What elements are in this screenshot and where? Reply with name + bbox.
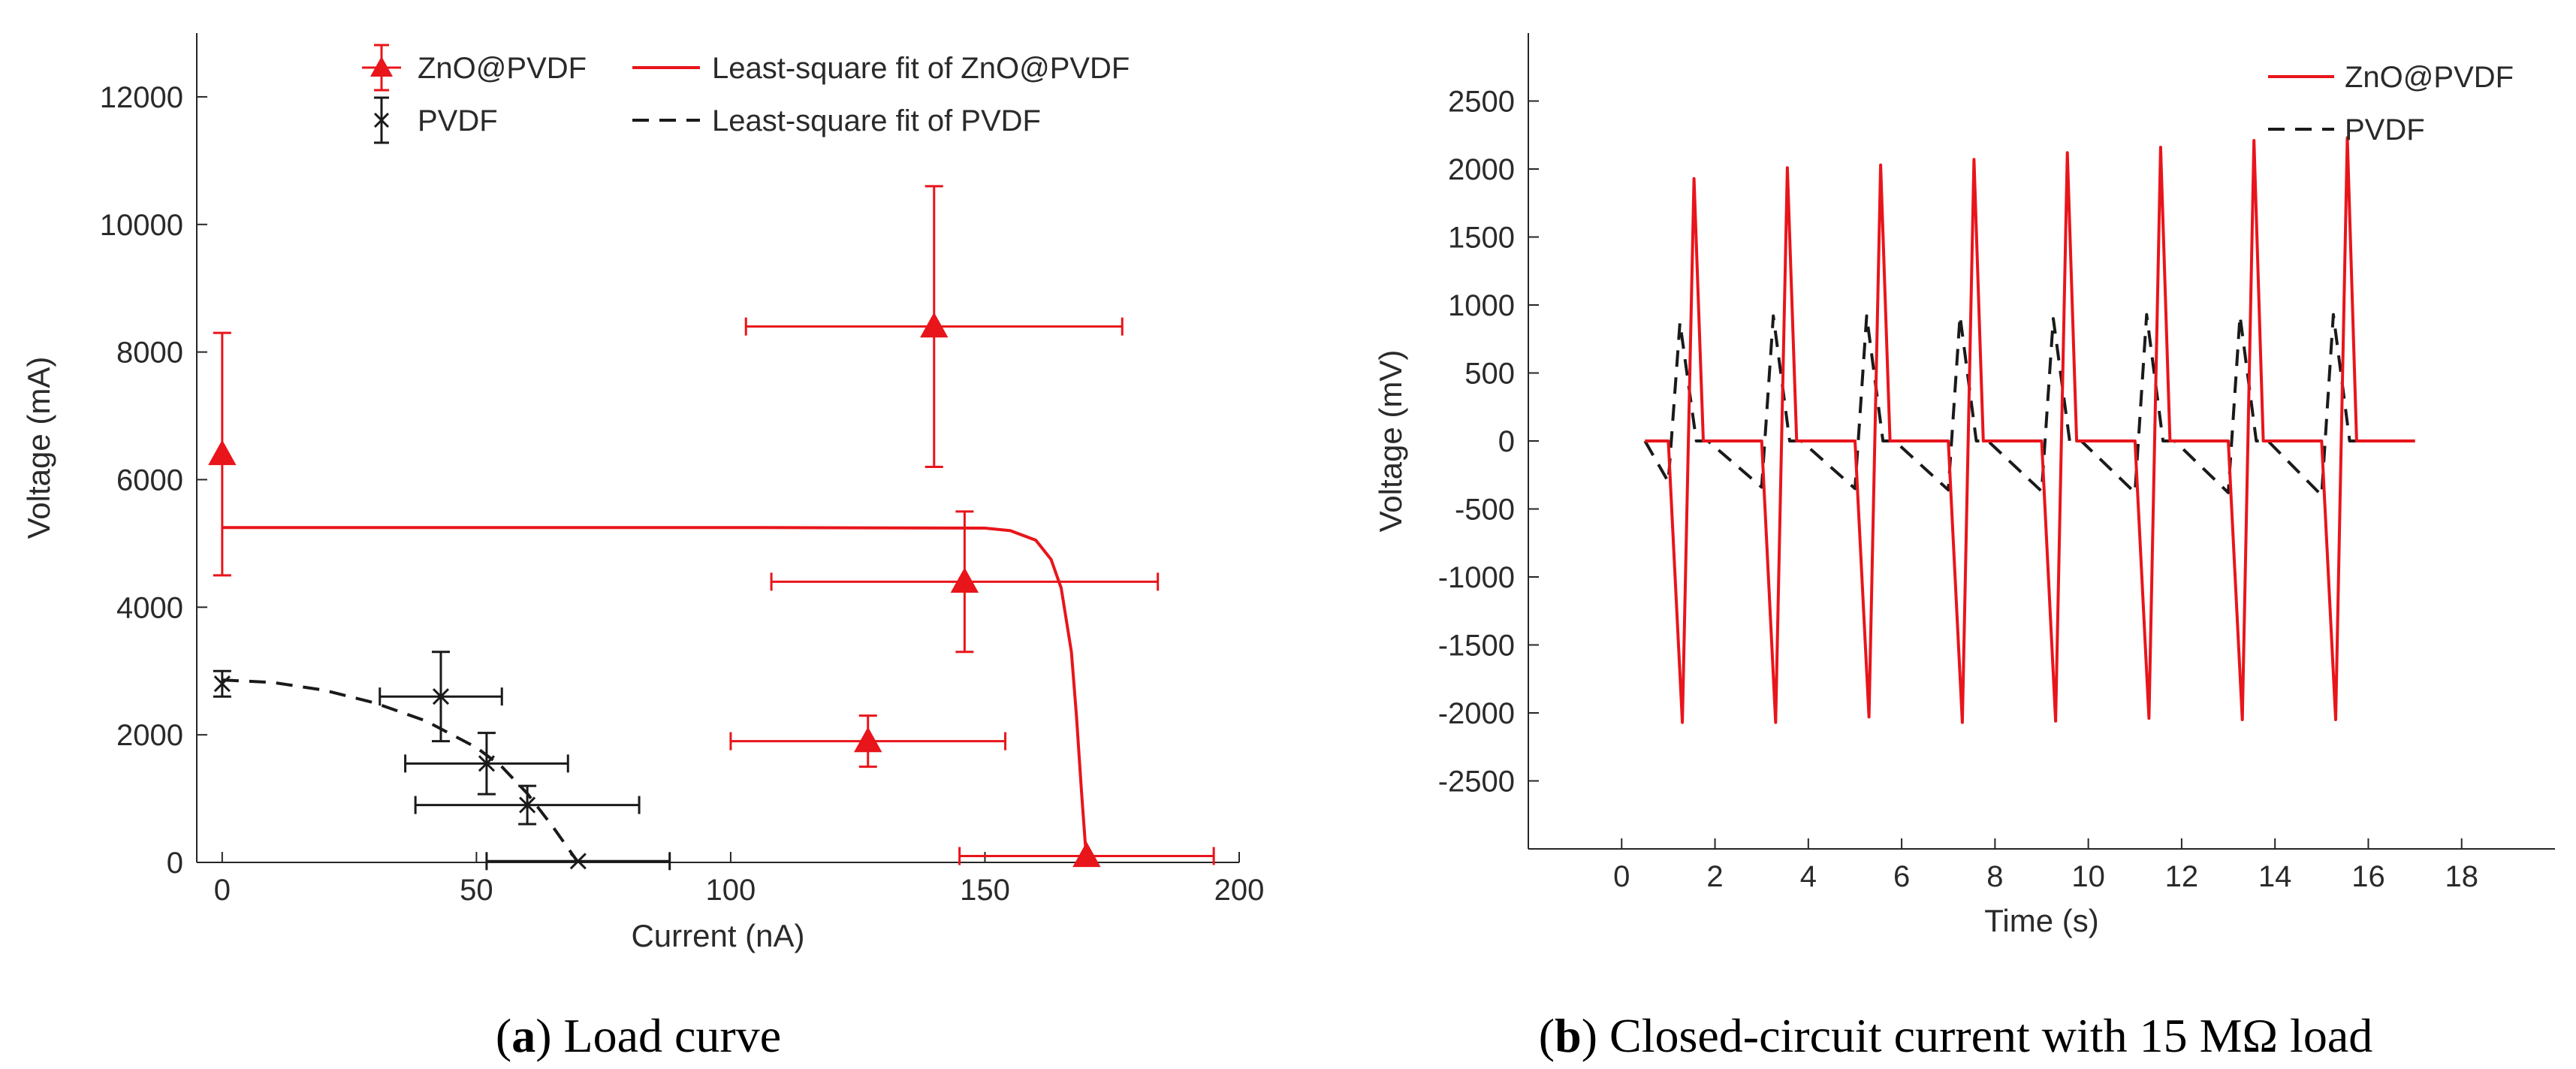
y-tick-label: 1500 <box>1448 222 1515 255</box>
y-tick-label: 1000 <box>1448 289 1515 322</box>
x-tick-label: 0 <box>214 874 231 907</box>
load-curve-legend: ZnO@PVDF PVDF Least-square fit of ZnO@PV… <box>362 44 1130 144</box>
data-point-pvdf <box>569 853 587 870</box>
y-tick-label: 8000 <box>116 337 183 370</box>
marker-stroke <box>213 675 231 693</box>
legend-fit-zno-pvdf: Least-square fit of ZnO@PVDF <box>712 52 1130 85</box>
closed-circuit-caption: (b) Closed-circuit current with 15 MΩ lo… <box>1539 1009 2372 1062</box>
data-point-zno-pvdf <box>950 567 979 593</box>
y-tick-label: 6000 <box>116 464 183 497</box>
data-point-zno-pvdf <box>1072 841 1101 868</box>
fit-line-pvdf <box>222 678 580 864</box>
load-curve-axes-box <box>197 33 1239 862</box>
data-point-pvdf <box>213 675 231 693</box>
y-tick-label: 2000 <box>1448 153 1515 186</box>
data-point-pvdf <box>432 688 450 705</box>
legend-pvdf-b: PVDF <box>2345 113 2425 146</box>
x-tick-label: 150 <box>960 874 1010 907</box>
data-point-zno-pvdf <box>854 726 882 753</box>
load-curve-caption: (a) Load curve <box>496 1009 781 1062</box>
fit-line-zno-pvdf <box>222 526 1088 863</box>
y-tick-label: 500 <box>1464 358 1515 391</box>
y-tick-label: 12000 <box>100 81 183 114</box>
closed-circuit-panel: 0 2 4 6 8 10 12 14 16 18 -2500 -2000 -1500 -1000 -500 0… <box>1373 33 2555 1062</box>
legend-pvdf: PVDF <box>418 104 498 137</box>
x-tick-label: 14 <box>2258 860 2292 893</box>
marker-stroke <box>432 688 450 705</box>
x-tick-label: 2 <box>1706 860 1723 893</box>
x-tick-label: 8 <box>1986 860 2003 893</box>
series-line-zno-pvdf <box>1645 136 2415 724</box>
caption-text-b: Closed-circuit current with 15 MΩ load <box>1609 1009 2372 1062</box>
marker-stroke <box>569 853 587 870</box>
y-tick-label: 4000 <box>116 591 183 624</box>
marker-stroke <box>478 755 495 772</box>
data-point-zno-pvdf <box>208 439 237 466</box>
x-tick-label: 4 <box>1800 860 1817 893</box>
marker-stroke <box>519 796 536 814</box>
closed-circuit-legend: ZnO@PVDF PVDF <box>2268 61 2514 146</box>
y-tick-label: 2500 <box>1448 86 1515 119</box>
x-tick-label: 6 <box>1893 860 1910 893</box>
y-tick-label: -2500 <box>1438 766 1515 799</box>
caption-label-b: b <box>1555 1009 1582 1062</box>
caption-label-a: a <box>511 1009 535 1062</box>
x-tick-label: 50 <box>460 874 493 907</box>
load-curve-x-axis-label: Current (nA) <box>631 918 804 953</box>
caption-text-a: Load curve <box>564 1009 782 1062</box>
x-tick-label: 0 <box>1613 860 1630 893</box>
x-tick-label: 18 <box>2445 860 2478 893</box>
x-tick-label: 10 <box>2071 860 2105 893</box>
load-curve-y-axis-label: Voltage (mA) <box>21 357 56 539</box>
x-tick-label: 12 <box>2165 860 2199 893</box>
legend-marker-zno <box>370 56 393 77</box>
legend-marker-pvdf <box>373 112 390 128</box>
y-tick-label: 2000 <box>116 719 183 752</box>
data-point-pvdf <box>519 796 536 814</box>
y-tick-label: -1500 <box>1438 630 1515 663</box>
closed-circuit-y-axis-label: Voltage (mV) <box>1373 350 1408 533</box>
y-tick-label: -2000 <box>1438 697 1515 730</box>
series-line-pvdf <box>1643 313 2415 497</box>
legend-zno-pvdf-b: ZnO@PVDF <box>2345 61 2514 94</box>
y-tick-label: 0 <box>167 847 183 880</box>
data-point-zno-pvdf <box>920 312 949 338</box>
data-point-pvdf <box>478 755 495 772</box>
y-tick-label: -1000 <box>1438 561 1515 594</box>
y-tick-label: 0 <box>1498 425 1515 458</box>
y-tick-label: 10000 <box>100 209 183 242</box>
legend-fit-pvdf: Least-square fit of PVDF <box>712 104 1041 137</box>
load-curve-panel: 0 50 100 150 200020004000600080001000012000 … <box>21 33 1264 1062</box>
legend-zno-pvdf: ZnO@PVDF <box>418 52 587 85</box>
closed-circuit-x-axis-label: Time (s) <box>1984 903 2098 938</box>
y-tick-label: -500 <box>1455 494 1515 527</box>
x-tick-label: 100 <box>706 874 756 907</box>
x-tick-label: 16 <box>2351 860 2385 893</box>
x-tick-label: 200 <box>1214 874 1265 907</box>
